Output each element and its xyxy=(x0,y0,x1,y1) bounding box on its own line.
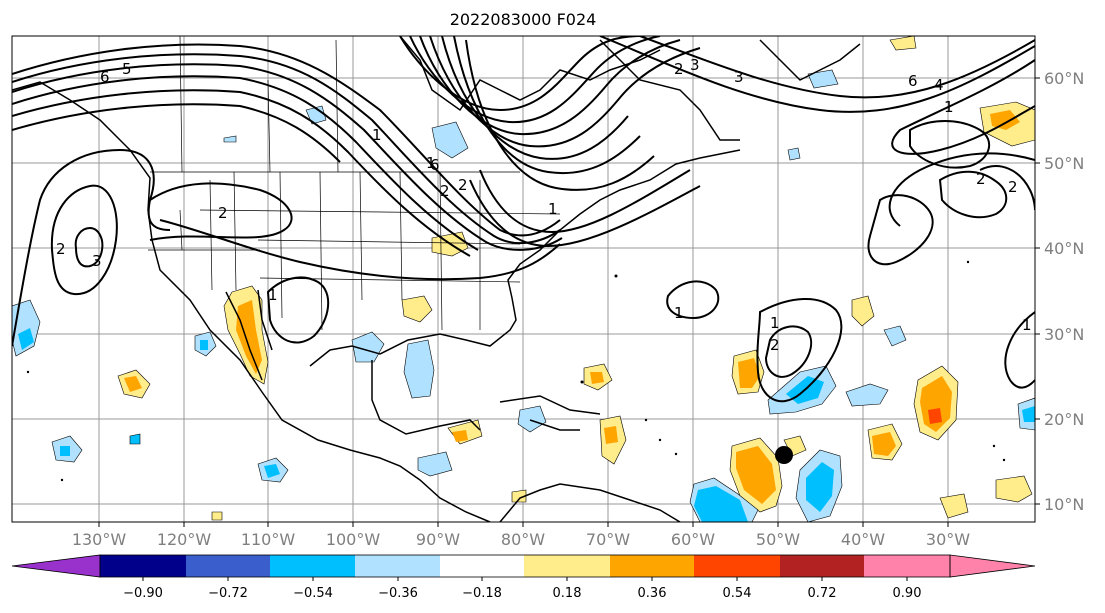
contour-label: 6 xyxy=(908,72,918,90)
contour-west-band-1 xyxy=(12,43,561,237)
lon-tick-label: 40°W xyxy=(841,530,885,549)
contour-label: 1 xyxy=(674,304,684,322)
contour-label: 1 xyxy=(1022,316,1032,334)
gridlines xyxy=(12,36,1035,522)
lon-tick-label: 130°W xyxy=(72,530,127,549)
contour-label: 2 xyxy=(440,182,450,200)
lat-axis: 60°N 50°N 40°N 30°N 20°N 10°N xyxy=(1035,69,1084,514)
lon-tick-label: 100°W xyxy=(326,530,381,549)
state-borders xyxy=(148,36,561,331)
lat-tick-label: 40°N xyxy=(1044,239,1084,258)
storm-marker xyxy=(775,446,793,464)
colorbar-tick-label: 0.18 xyxy=(553,586,582,601)
colorbar-segment xyxy=(270,555,355,577)
contour-label: 6 xyxy=(100,68,110,86)
colorbar-segment xyxy=(186,555,270,577)
lat-tick-label: 20°N xyxy=(1044,410,1084,429)
colorbar: −0.90 −0.72 −0.54 −0.36 −0.18 0.18 0.36 … xyxy=(11,554,1036,601)
lat-tick-label: 10°N xyxy=(1044,495,1084,514)
colorbar-segment xyxy=(440,555,524,577)
colorbar-tick-label: 0.72 xyxy=(808,586,837,601)
lon-tick-label: 30°W xyxy=(926,530,970,549)
colorbar-segment xyxy=(524,555,610,577)
contour-label: 3 xyxy=(92,252,102,270)
colorbar-segment xyxy=(780,555,864,577)
colorbar-segment xyxy=(355,555,440,577)
colorbar-tick-label: −0.90 xyxy=(123,586,163,601)
colorbar-tick-label: 0.36 xyxy=(638,586,667,601)
contour-label: 4 xyxy=(934,76,944,94)
colorbar-segment xyxy=(864,555,950,577)
colorbar-segment xyxy=(100,555,186,577)
colorbar-segment xyxy=(11,554,101,578)
contour-lines xyxy=(12,36,1035,403)
contour-label: 1 xyxy=(426,154,436,172)
contour-label: 2 xyxy=(218,204,228,222)
contour-label: 1 xyxy=(372,126,382,144)
contour-label: 2 xyxy=(1008,178,1018,196)
coastlines xyxy=(12,36,861,522)
contour-label: 1 xyxy=(770,314,780,332)
contour-label: 1 xyxy=(944,98,954,116)
lon-tick-label: 60°W xyxy=(671,530,715,549)
contour-label: 6 xyxy=(430,156,440,174)
lon-tick-label: 120°W xyxy=(157,530,212,549)
lon-tick-label: 90°W xyxy=(416,530,460,549)
contour-label: 1 xyxy=(548,200,558,218)
colorbar-tick-label: −0.18 xyxy=(462,586,502,601)
contour-label: 2 xyxy=(458,176,468,194)
lon-tick-label: 50°W xyxy=(756,530,800,549)
colorbar-segment xyxy=(610,555,694,577)
colorbar-segment xyxy=(694,555,780,577)
contour-label: 5 xyxy=(122,60,132,78)
islands xyxy=(26,260,1006,482)
contour-label: 2 xyxy=(674,60,684,78)
lon-axis: 130°W 120°W 110°W 100°W 90°W 80°W 70°W 6… xyxy=(72,522,970,549)
contour-label: 2 xyxy=(976,170,986,188)
lat-tick-label: 30°N xyxy=(1044,325,1084,344)
contour-labels: 6 5 1 6 3 2 3 6 4 1 2 1 2 3 2 2 1 1 1 2 … xyxy=(56,56,1032,354)
lon-tick-label: 80°W xyxy=(501,530,545,549)
lat-tick-label: 50°N xyxy=(1044,154,1084,173)
contour-label: 2 xyxy=(56,240,66,258)
lat-tick-label: 60°N xyxy=(1044,69,1084,88)
colorbar-tick-label: 0.90 xyxy=(893,586,922,601)
contour-label: 1 xyxy=(268,286,278,304)
contour-label: 3 xyxy=(734,68,744,86)
colorbar-tick-label: −0.36 xyxy=(378,586,418,601)
map-title: 2022083000 F024 xyxy=(450,10,597,29)
colorbar-tick-label: 0.54 xyxy=(723,586,752,601)
colorbar-tick-label: −0.72 xyxy=(208,586,248,601)
contour-label: 3 xyxy=(690,56,700,74)
lon-tick-label: 70°W xyxy=(586,530,630,549)
contour-label: 2 xyxy=(770,336,780,354)
colorbar-segment xyxy=(949,554,1036,578)
lon-tick-label: 110°W xyxy=(241,530,296,549)
colorbar-tick-label: −0.54 xyxy=(293,586,333,601)
contour-pacific-closed-1 xyxy=(50,184,118,296)
